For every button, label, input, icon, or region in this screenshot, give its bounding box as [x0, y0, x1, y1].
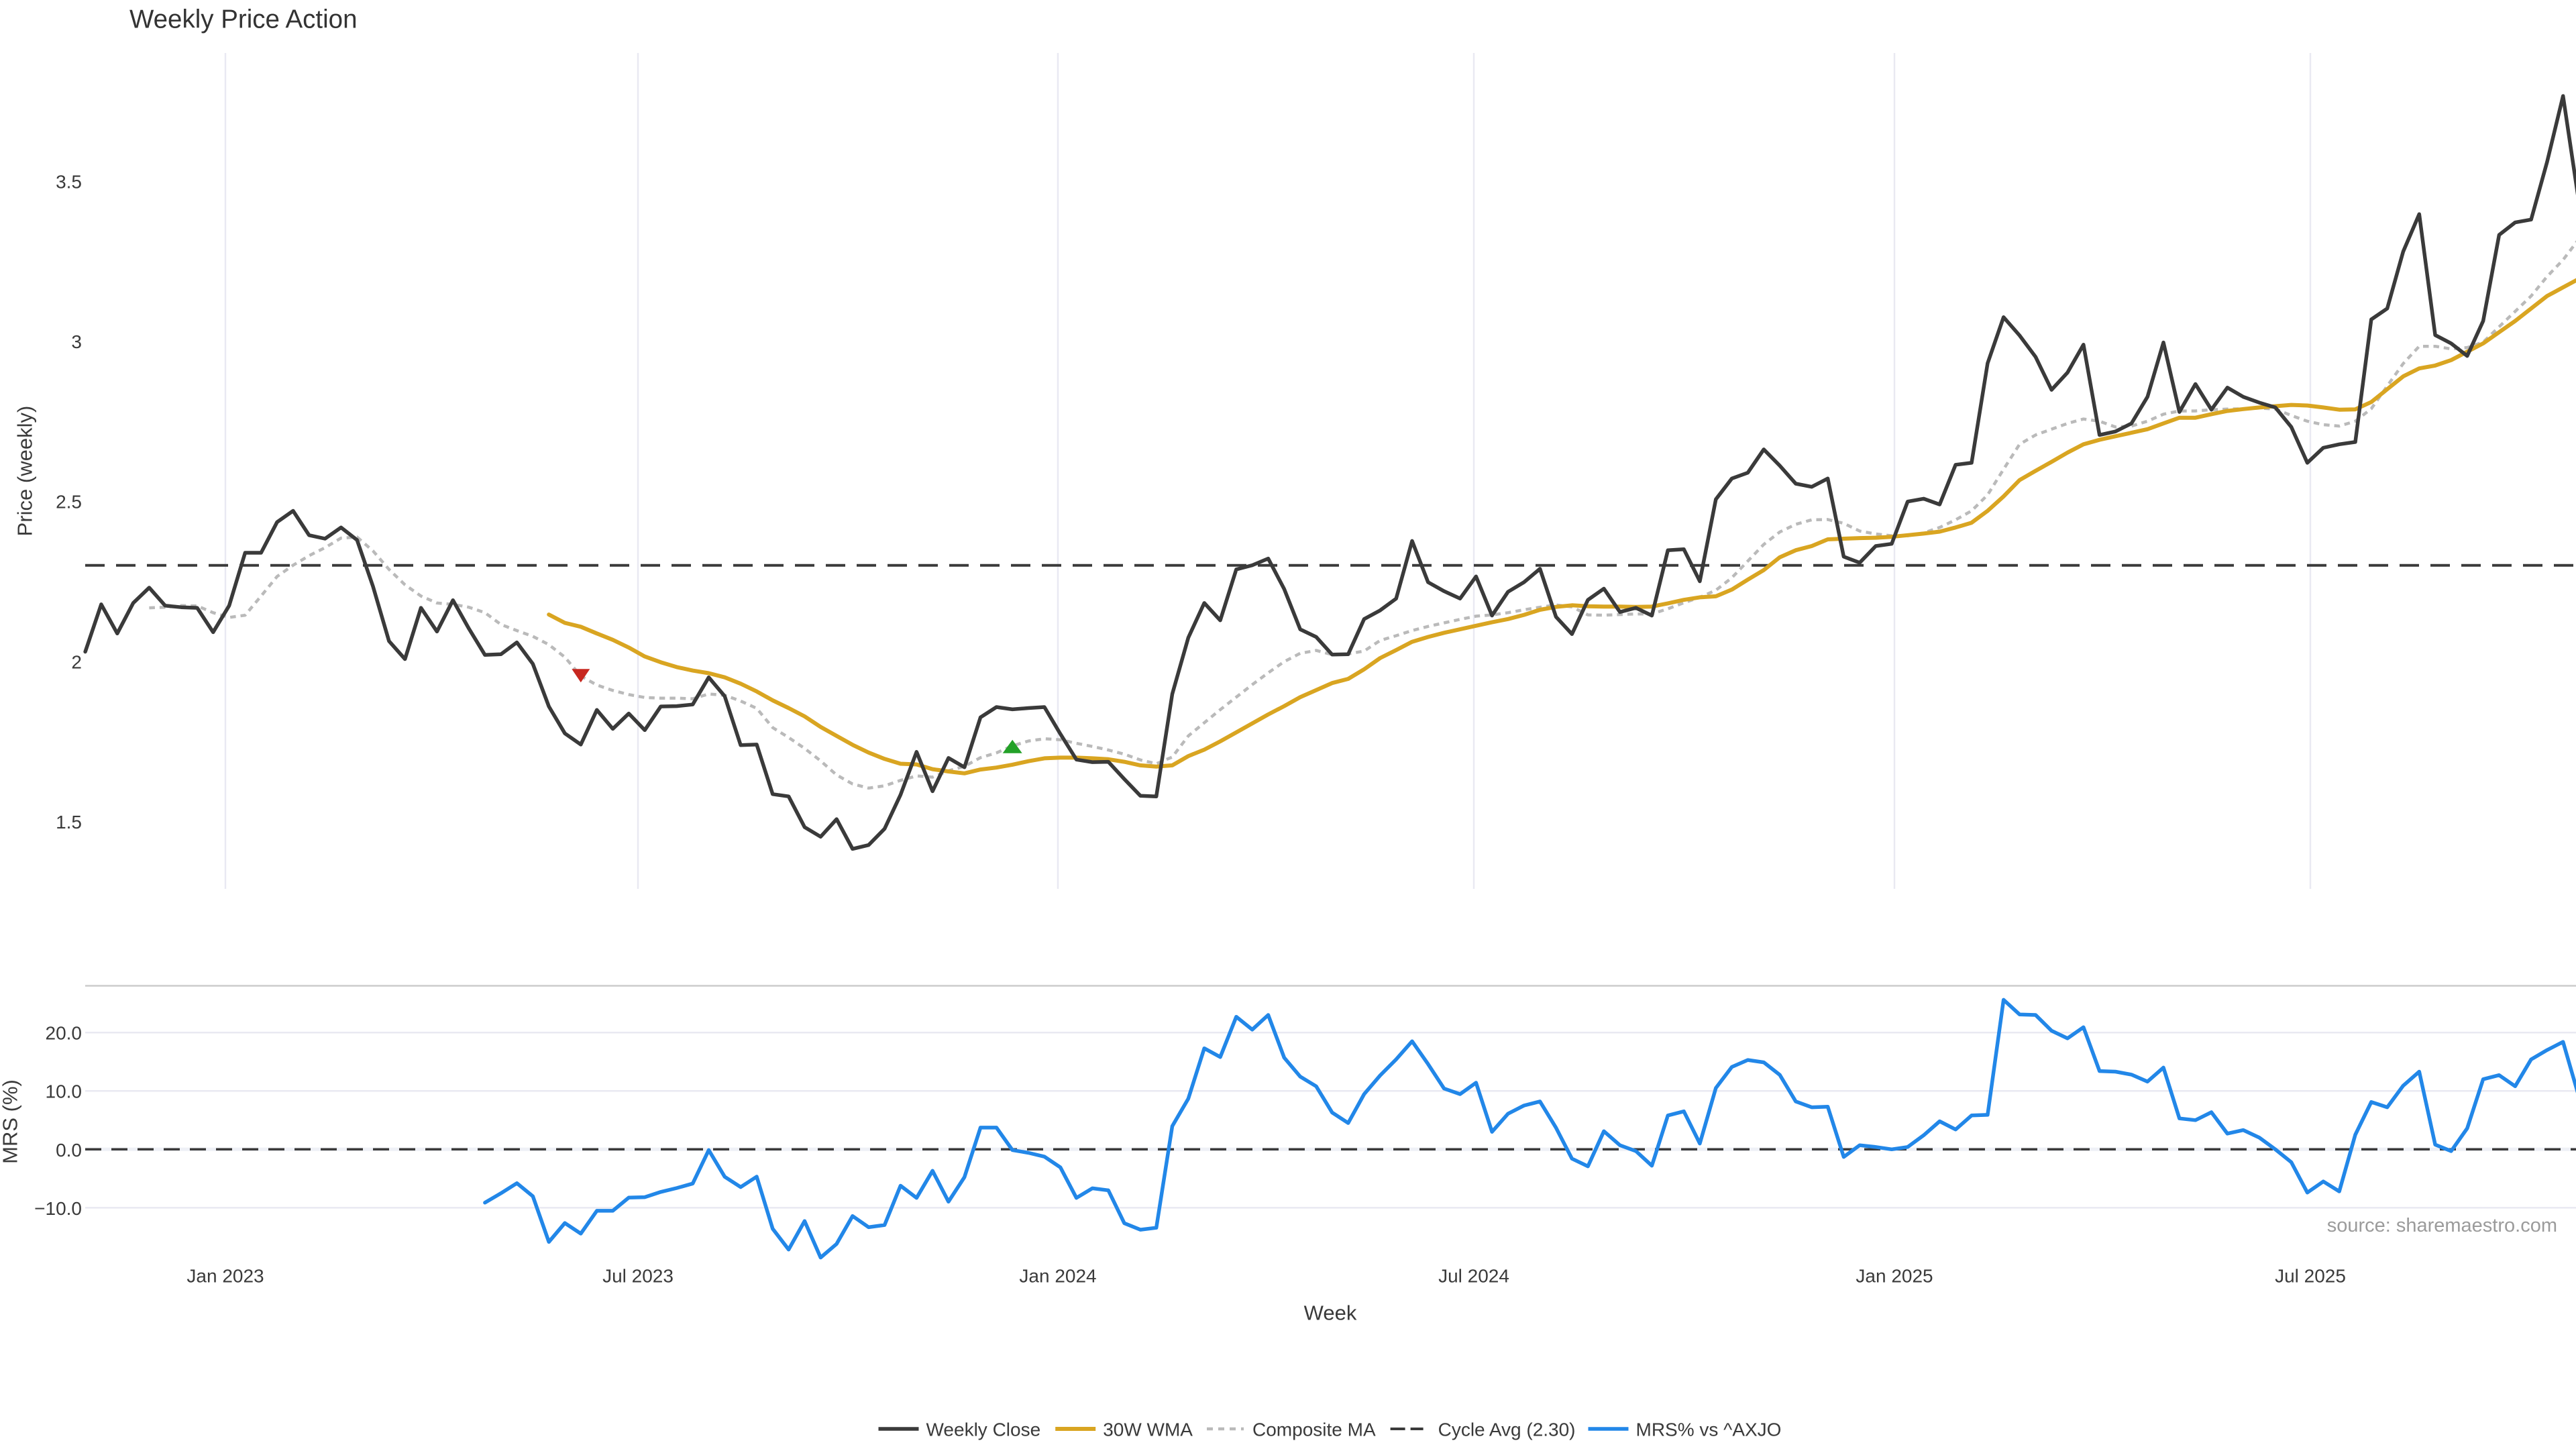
svg-text:2: 2 — [71, 651, 82, 672]
svg-text:Jul 2023: Jul 2023 — [602, 1266, 674, 1287]
svg-text:3: 3 — [71, 331, 82, 352]
svg-text:Composite MA: Composite MA — [1252, 1419, 1376, 1440]
svg-text:Price (weekly): Price (weekly) — [13, 406, 37, 537]
svg-text:Week: Week — [1304, 1301, 1357, 1325]
svg-text:Weekly Close: Weekly Close — [926, 1419, 1041, 1440]
svg-text:MRS% vs ^AXJO: MRS% vs ^AXJO — [1636, 1419, 1782, 1440]
svg-text:0.0: 0.0 — [56, 1140, 82, 1161]
svg-text:Jan 2024: Jan 2024 — [1019, 1266, 1096, 1287]
svg-text:MRS (%): MRS (%) — [0, 1079, 22, 1164]
svg-text:Jan 2025: Jan 2025 — [1856, 1266, 1933, 1287]
svg-text:1.5: 1.5 — [56, 812, 82, 833]
svg-text:source: sharemaestro.com: source: sharemaestro.com — [2327, 1215, 2557, 1236]
svg-text:Weekly Price Action: Weekly Price Action — [129, 5, 358, 34]
svg-text:Jul 2024: Jul 2024 — [1438, 1266, 1509, 1287]
svg-text:3.5: 3.5 — [56, 172, 82, 193]
svg-text:2.5: 2.5 — [56, 492, 82, 513]
svg-text:30W WMA: 30W WMA — [1103, 1419, 1193, 1440]
svg-text:Jan 2023: Jan 2023 — [186, 1266, 264, 1287]
svg-text:20.0: 20.0 — [46, 1023, 83, 1044]
svg-text:Cycle Avg (2.30): Cycle Avg (2.30) — [1438, 1419, 1576, 1440]
svg-text:10.0: 10.0 — [46, 1081, 83, 1102]
svg-text:Jul 2025: Jul 2025 — [2275, 1266, 2346, 1287]
svg-text:−10.0: −10.0 — [34, 1198, 82, 1219]
